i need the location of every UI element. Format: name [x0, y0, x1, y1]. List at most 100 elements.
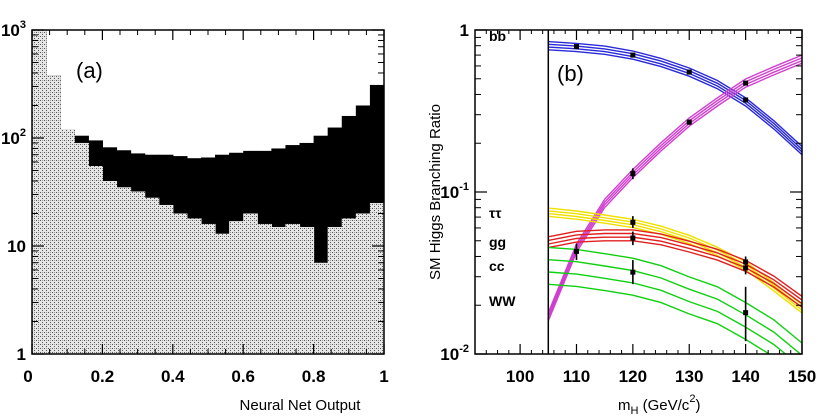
y-tick-label-base: 1 — [460, 21, 469, 40]
y-tick-label-base: 10 — [440, 183, 459, 202]
x-label-mid: (GeV/c — [638, 397, 689, 414]
background-bar — [369, 203, 384, 354]
y-tick-label-base: 1 — [17, 345, 26, 364]
y-tick-label-base: 10 — [7, 237, 26, 256]
panel-label-b: (b) — [557, 61, 584, 86]
y-tick-label: 103 — [1, 19, 26, 40]
background-bar — [102, 180, 118, 354]
data-point — [630, 235, 636, 241]
background-bar — [285, 223, 301, 354]
x-tick-label: 150 — [788, 367, 816, 386]
channel-label-ww: WW — [489, 293, 516, 309]
data-point — [743, 310, 749, 316]
data-point — [573, 44, 579, 50]
background-bar — [74, 142, 89, 354]
x-tick-label: 140 — [731, 367, 759, 386]
curve-bb — [548, 40, 802, 148]
curve-gg — [548, 229, 802, 297]
x-tick-label: 0.6 — [231, 367, 255, 386]
data-point — [630, 52, 636, 58]
background-bar — [271, 226, 287, 354]
y-tick-label-exp: 2 — [20, 127, 26, 139]
curve-gg — [548, 240, 802, 308]
data-point — [686, 69, 692, 75]
background-bar — [341, 218, 357, 354]
y-tick-label-base: 10 — [1, 21, 20, 40]
curve-gg — [548, 236, 802, 305]
y-tick-label-base: 10 — [1, 129, 20, 148]
x-tick-label: 130 — [675, 367, 703, 386]
branching-ratio-curves — [547, 40, 802, 354]
y-tick-label-base: 10 — [440, 345, 459, 364]
data-point — [630, 171, 636, 177]
background-bar — [243, 213, 258, 354]
y-tick-label: 102 — [1, 127, 26, 148]
channel-label-tautau: ττ — [489, 205, 502, 221]
background-bar — [200, 223, 216, 354]
background-bar — [32, 30, 47, 354]
x-tick-label: 100 — [506, 367, 534, 386]
curve-cc — [548, 271, 787, 354]
curve-tautau — [548, 215, 802, 314]
y-tick-label-exp: 3 — [20, 19, 26, 31]
histogram-bars — [32, 30, 384, 354]
background-bar — [313, 262, 329, 354]
background-bar — [130, 191, 146, 354]
background-bar — [299, 226, 315, 354]
x-tick-label: 120 — [619, 367, 647, 386]
background-bar — [88, 166, 103, 354]
background-bar — [186, 218, 202, 354]
background-bar — [116, 187, 132, 354]
x-label-base: m — [618, 397, 631, 414]
branching-y-axis-label: SM Higgs Branching Ratio — [427, 104, 444, 280]
data-point — [743, 97, 749, 103]
curve-cc — [548, 283, 771, 354]
x-tick-label: 1 — [379, 367, 388, 386]
background-bar — [215, 233, 230, 354]
curve-cc — [548, 259, 802, 354]
channel-label-cc: cc — [489, 258, 505, 274]
background-bar — [60, 129, 75, 354]
background-bar — [144, 197, 160, 354]
curve-WW — [547, 57, 802, 316]
background-bar — [229, 221, 244, 354]
data-point — [573, 248, 579, 254]
x-tick-label: 0 — [23, 367, 32, 386]
curve-WW — [547, 59, 802, 319]
y-tick-label: 10-2 — [440, 343, 469, 364]
x-label-sup: 2 — [689, 393, 695, 405]
x-tick-label: 0.4 — [161, 367, 185, 386]
background-bar — [327, 226, 343, 354]
channel-label-gg: gg — [489, 234, 506, 250]
data-point — [743, 80, 749, 86]
panel-label-a: (a) — [76, 58, 103, 83]
x-label-sub: H — [631, 405, 639, 417]
branching-ratio-points — [573, 44, 749, 342]
y-tick-label-exp: -1 — [459, 181, 469, 193]
x-tick-label: 110 — [563, 367, 590, 386]
curve-gg — [548, 232, 802, 301]
y-tick-label-exp: -2 — [459, 343, 469, 355]
x-tick-label: 0.2 — [91, 367, 115, 386]
background-bar — [257, 223, 272, 354]
y-tick-label: 10-1 — [440, 181, 469, 202]
background-bar — [158, 204, 174, 354]
channel-label-bb: bb — [489, 28, 506, 44]
x-label-end: ) — [695, 397, 700, 414]
data-point — [743, 265, 749, 271]
data-point — [630, 219, 636, 225]
data-point — [686, 119, 692, 125]
y-tick-label: 1 — [17, 345, 26, 364]
background-bar — [46, 75, 61, 354]
curve-cc — [548, 246, 802, 344]
y-tick-label: 1 — [460, 21, 469, 40]
curve-bb — [548, 46, 802, 153]
curve-tautau — [548, 212, 802, 311]
background-bar — [355, 213, 371, 354]
branching-x-axis-label: mH (GeV/c2) — [618, 393, 700, 417]
